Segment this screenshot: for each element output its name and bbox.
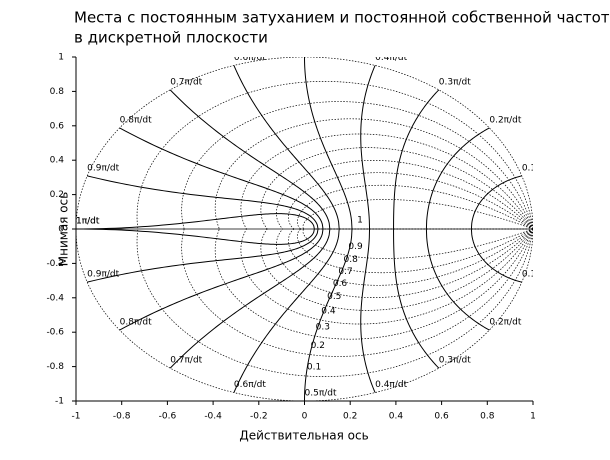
damping-label: 0.9	[348, 242, 363, 252]
y-tick-label: 0.6	[50, 121, 65, 131]
frequency-label: 0.4π/dt	[375, 380, 407, 390]
x-tick-label: -1	[72, 412, 81, 422]
damping-label: 0.5	[327, 292, 341, 302]
x-tick-label: -0.4	[204, 412, 222, 422]
y-tick-label: 0.4	[50, 156, 65, 166]
damping-label: 1	[357, 216, 363, 226]
frequency-curve	[470, 228, 522, 283]
y-tick-label: 0	[58, 225, 64, 235]
frequency-label: 0.9π/dt	[87, 270, 119, 280]
damping-curve	[302, 228, 533, 259]
frequency-curve	[169, 228, 331, 369]
unit-circle	[76, 57, 533, 401]
y-axis-label: Мнимая ось	[57, 192, 71, 266]
y-tick-label: -0.8	[46, 362, 64, 372]
frequency-curve	[425, 228, 490, 331]
damping-label: 0.3	[316, 323, 330, 333]
damping-curve	[276, 228, 533, 298]
chart-title: в дискретной плоскости	[74, 29, 268, 47]
damping-curve	[181, 228, 533, 357]
frequency-label: 0.9π/dt	[87, 163, 119, 173]
damping-curve	[240, 228, 533, 325]
frequency-label: 0.5π/dt	[305, 45, 337, 55]
frequency-curve	[233, 65, 340, 230]
frequency-curve	[233, 228, 340, 393]
x-tick-label: -0.8	[113, 412, 131, 422]
damping-curve	[276, 160, 533, 230]
frequency-curve	[119, 127, 324, 230]
damping-curve	[260, 147, 533, 230]
damping-curve	[296, 228, 533, 274]
frequency-label: 0.4π/dt	[375, 53, 407, 63]
y-tick-label: 1	[58, 53, 64, 63]
frequency-label: 0.2π/dt	[489, 115, 521, 125]
damping-curve	[260, 228, 533, 311]
damping-label: 0.6	[333, 279, 348, 289]
x-tick-label: 0.8	[480, 412, 495, 422]
damping-label: 0.1	[307, 362, 321, 372]
frequency-curve	[393, 228, 440, 369]
frequency-curve	[470, 175, 522, 230]
x-tick-label: -0.2	[250, 412, 268, 422]
frequency-curve	[119, 228, 324, 331]
frequency-curve	[76, 213, 315, 230]
frequency-label: 0.7π/dt	[170, 77, 202, 87]
frequency-label: 0.8π/dt	[120, 318, 152, 328]
chart-title: Места с постоянным затуханием и постоянн…	[74, 9, 610, 27]
damping-curve	[214, 118, 533, 230]
frequency-curve	[393, 89, 440, 230]
frequency-curve	[87, 175, 319, 230]
plot-area: 0.1 0.2 0.3 0.4 0.5 0.6 0.7 0.8 0.9 1 0.1π/dt 0.1π/…	[76, 45, 554, 401]
frequency-label: 0.7π/dt	[170, 356, 202, 366]
y-tick-label: -0.4	[46, 293, 64, 303]
frequency-curve	[304, 228, 353, 401]
damping-curve	[136, 81, 533, 230]
damping-curve	[296, 184, 533, 230]
frequency-curve	[169, 89, 331, 230]
frequency-curve	[76, 228, 315, 245]
frequency-label: 0.1π/dt	[522, 270, 554, 280]
x-tick-label: 0	[302, 412, 308, 422]
frequency-label: 1π/dt	[76, 217, 100, 227]
damping-curve	[214, 228, 533, 340]
y-tick-label: -0.6	[46, 328, 64, 338]
frequency-label: 1π/dt	[76, 217, 100, 227]
frequency-label: 0.8π/dt	[120, 115, 152, 125]
x-tick-label: 0.4	[389, 412, 404, 422]
damping-label: 0.4	[321, 306, 336, 316]
x-tick-label: 0.6	[434, 412, 449, 422]
damping-curve	[240, 133, 533, 230]
x-tick-label: 0.2	[343, 412, 357, 422]
frequency-label: 0.5π/dt	[305, 389, 337, 399]
frequency-curve	[304, 57, 353, 230]
x-axis-label: Действительная ось	[239, 429, 368, 443]
frequency-curve	[425, 127, 490, 230]
damping-label: 0.8	[344, 255, 359, 265]
frequency-curve	[87, 228, 319, 283]
frequency-label: 0.6π/dt	[234, 380, 266, 390]
frequency-label: 0.3π/dt	[439, 77, 471, 87]
frequency-label: 0.2π/dt	[489, 318, 521, 328]
frequency-curve	[360, 65, 376, 230]
y-tick-label: 0.2	[50, 190, 64, 200]
x-tick-label: -0.6	[159, 412, 177, 422]
damping-label: 0.2	[311, 341, 325, 351]
damping-curve	[181, 101, 533, 230]
frequency-curve	[360, 228, 376, 393]
y-tick-label: -1	[55, 397, 64, 407]
damping-curve	[288, 228, 533, 286]
damping-curve	[136, 228, 533, 377]
frequency-label: 0.3π/dt	[439, 356, 471, 366]
damping-label: 0.7	[338, 267, 352, 277]
frequency-label: 0.1π/dt	[522, 163, 554, 173]
damping-curve	[288, 172, 533, 230]
x-tick-label: 1	[530, 412, 536, 422]
y-tick-label: 0.8	[50, 87, 65, 97]
frequency-label: 0.6π/dt	[234, 53, 266, 63]
y-tick-label: -0.2	[46, 259, 64, 269]
damping-curve	[302, 199, 533, 230]
